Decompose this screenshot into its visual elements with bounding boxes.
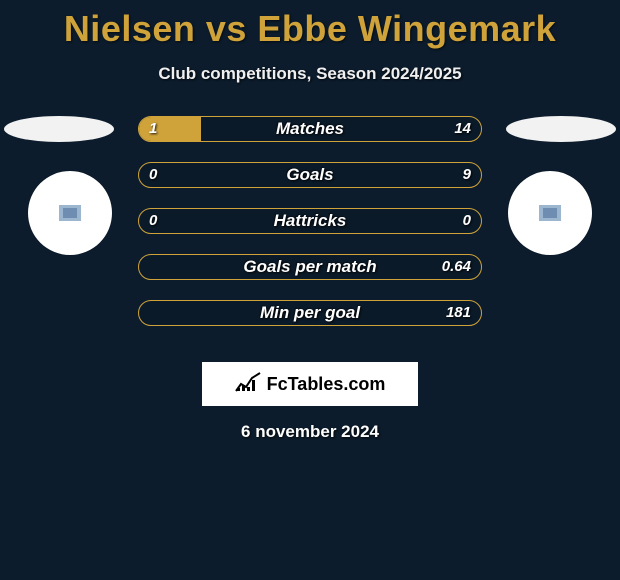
stat-row: 0 0Hattricks (138, 208, 482, 234)
stat-value-right: 181 (446, 301, 471, 325)
player-left-badge (28, 171, 112, 255)
date-text: 6 november 2024 (0, 422, 620, 442)
player-right-badge (508, 171, 592, 255)
stat-label: Hattricks (139, 209, 481, 233)
bars-container: 114Matches09Goals00Hattricks0.64Goals pe… (138, 116, 482, 346)
stat-row: 0.64Goals per match (138, 254, 482, 280)
stat-label: Min per goal (139, 301, 481, 325)
comparison-chart: 114Matches09Goals00Hattricks0.64Goals pe… (0, 116, 620, 356)
logo-box: FcTables.com (202, 362, 418, 406)
logo-text: FcTables.com (267, 374, 386, 395)
stat-row: 181Min per goal (138, 300, 482, 326)
stat-label: Goals per match (139, 255, 481, 279)
stat-value-right: 9 (463, 163, 471, 187)
stat-row: 0 9Goals (138, 162, 482, 188)
logo-icon (235, 372, 261, 397)
stat-value-right: 0.64 (442, 255, 471, 279)
stat-value-left: 0 (149, 163, 157, 187)
stat-value-left: 0 (149, 209, 157, 233)
stat-row: 114Matches (138, 116, 482, 142)
placeholder-icon (59, 205, 81, 221)
stat-label: Goals (139, 163, 481, 187)
stat-value-right: 14 (454, 117, 471, 141)
subtitle: Club competitions, Season 2024/2025 (0, 64, 620, 84)
placeholder-icon (539, 205, 561, 221)
player-left-flag (4, 116, 114, 142)
stat-value-left: 1 (149, 117, 157, 141)
stat-value-right: 0 (463, 209, 471, 233)
player-right-flag (506, 116, 616, 142)
page-title: Nielsen vs Ebbe Wingemark (0, 0, 620, 50)
